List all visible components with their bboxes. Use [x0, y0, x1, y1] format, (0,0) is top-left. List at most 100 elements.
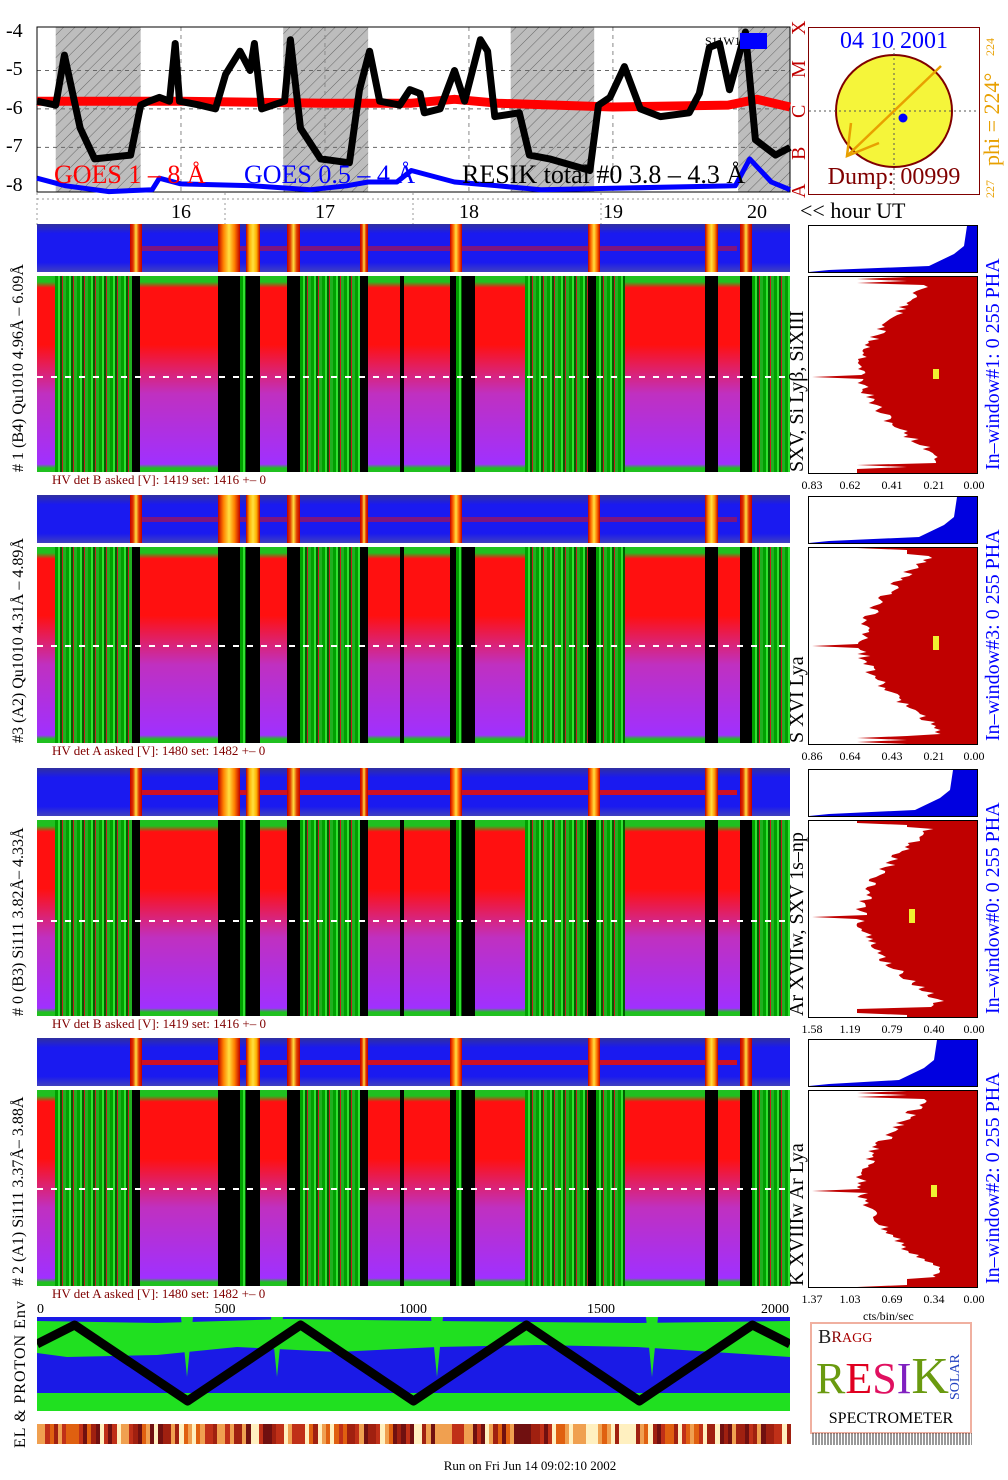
spectrum-column [625, 276, 705, 472]
strip-cell [614, 1424, 620, 1444]
spectrum-column [596, 276, 625, 472]
strip-cell [53, 1424, 58, 1444]
strip-bar [287, 224, 300, 272]
histogram-tick-label: 1.03 [839, 1292, 861, 1306]
flare-class-label: M [788, 60, 810, 78]
strip-cell [37, 1424, 42, 1444]
strip-cell [309, 1424, 314, 1444]
strip-cell [376, 1424, 381, 1444]
strip-cell [455, 1424, 460, 1444]
strip-cell [556, 1424, 561, 1444]
y-tick-label: -7 [6, 135, 23, 158]
spectrum-column [132, 276, 140, 472]
strip-bar [450, 1038, 462, 1086]
strip-cell [129, 1424, 134, 1444]
strip-cell [711, 1424, 716, 1444]
strip-cell [715, 1424, 720, 1444]
spectrum-column [260, 276, 287, 472]
strip-cell [506, 1424, 511, 1444]
spectrum-column [55, 820, 132, 1016]
hv-status: HV det A asked [V]: 1480 set: 1482 +– 0 [52, 743, 266, 758]
spectrum-image [37, 1090, 790, 1286]
strip-band [137, 790, 737, 795]
strip-cell [434, 1424, 439, 1444]
strip-bar [246, 768, 260, 816]
spectrum-column [132, 820, 140, 1016]
spectrum-column [625, 820, 705, 1016]
strip-band [137, 246, 737, 251]
pha-histogram [808, 225, 978, 273]
strip-cell [191, 1424, 197, 1444]
strip-bar [450, 495, 462, 543]
hv-status: HV det A asked [V]: 1480 set: 1482 +– 0 [52, 1286, 266, 1301]
histogram-tick-label: 1.58 [801, 1022, 823, 1036]
strip-cell [321, 1424, 326, 1444]
histogram-tick-label: 0.40 [923, 1022, 945, 1036]
strip-cell [405, 1424, 410, 1444]
strip-cell [137, 1424, 142, 1444]
line-id-label: S XVI Lya [786, 656, 808, 743]
spectrum-histogram [808, 547, 978, 745]
strip-cell [736, 1424, 741, 1444]
strip-cell [681, 1424, 687, 1444]
strip-band [137, 1060, 737, 1065]
spectrum-column [705, 820, 718, 1016]
strip-cell [518, 1424, 523, 1444]
spectrum-column [140, 276, 218, 472]
observation-date: 04 10 2001 [840, 28, 948, 54]
pha-fill [809, 770, 977, 816]
strip-cell [258, 1424, 264, 1444]
strip-bar [130, 768, 142, 816]
histogram-fill [812, 821, 977, 1017]
strip-cell [459, 1424, 465, 1444]
histogram-fill [812, 548, 977, 744]
strip-cell [162, 1424, 167, 1444]
strip-cell [778, 1424, 783, 1444]
phi-arrow [846, 65, 942, 157]
histogram-tick-label: 0.83 [801, 478, 823, 492]
strip-cell [158, 1424, 163, 1444]
spectrum-column [752, 276, 790, 472]
strip-bar [287, 495, 300, 543]
strip-bar [218, 768, 240, 816]
strip-cell [757, 1424, 762, 1444]
strip-cell [413, 1424, 419, 1444]
strip-bar [588, 1038, 600, 1086]
strip-cell [774, 1424, 779, 1444]
region-label: S11W16 [705, 34, 747, 48]
strip-cell [384, 1424, 389, 1444]
strip-cell [45, 1424, 50, 1444]
strip-cell [489, 1424, 494, 1444]
strip-cell [359, 1424, 364, 1444]
strip-cell [510, 1424, 515, 1444]
strip-cell [644, 1424, 649, 1444]
strip-cell [351, 1424, 356, 1444]
strip-bar [740, 495, 752, 543]
strip-cell [246, 1424, 251, 1444]
env-label: EL & PROTON Env [12, 1300, 29, 1448]
strip-cell [196, 1424, 201, 1444]
region-position-dot [898, 113, 908, 123]
pha-fill [809, 1040, 977, 1086]
spectrum-column [596, 820, 625, 1016]
spectrum-column [260, 820, 287, 1016]
env-x-tick-label: 0 [37, 1302, 44, 1317]
spectrum-column [525, 820, 588, 1016]
strip-cell [543, 1424, 548, 1444]
strip-cell [606, 1424, 611, 1444]
strip-cell [568, 1424, 573, 1444]
flare-class-label: A [788, 183, 810, 198]
strip-cell [694, 1424, 699, 1444]
spectrum-histogram [808, 820, 978, 1018]
pha-histogram [808, 769, 978, 817]
histogram-tick-label: 0.00 [963, 1292, 985, 1306]
histogram-tick-label: 0.34 [923, 1292, 945, 1306]
strip-cell [627, 1424, 632, 1444]
spectrum-column [287, 276, 300, 472]
y-tick-label: -6 [6, 96, 23, 119]
dump-number: Dump: 00999 [827, 164, 961, 190]
hour-tick-label: 20 [747, 201, 767, 223]
strip-cell [560, 1424, 565, 1444]
strip-cell [769, 1424, 774, 1444]
